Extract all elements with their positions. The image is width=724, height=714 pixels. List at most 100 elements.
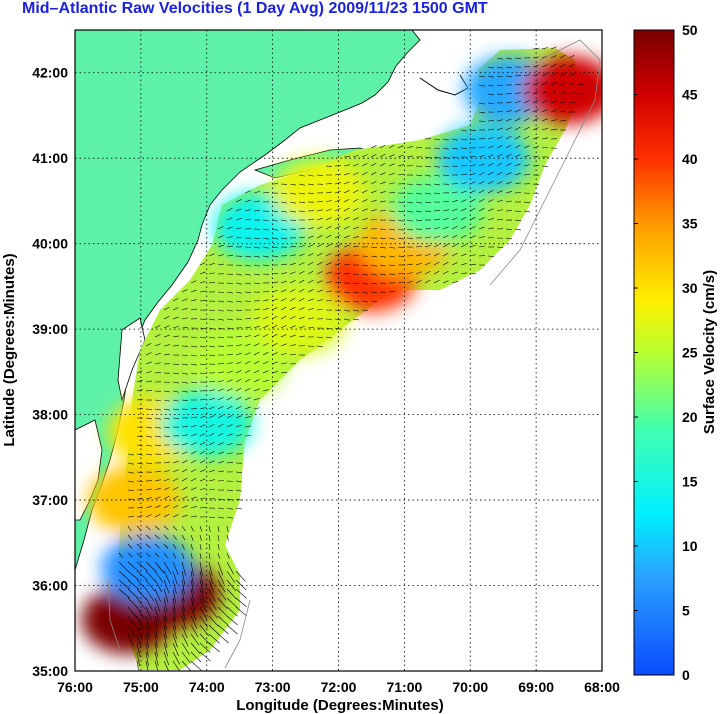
current-vector (199, 415, 206, 419)
current-vector (163, 344, 170, 347)
current-vector (334, 318, 341, 321)
current-vector (154, 417, 161, 420)
current-vector (550, 55, 557, 59)
current-vector (361, 180, 368, 185)
current-vector (235, 406, 242, 410)
current-vector (433, 192, 441, 194)
current-vector (199, 543, 202, 550)
y-tick-label: 35:00 (32, 663, 68, 679)
current-vector (550, 91, 557, 95)
current-vector (172, 399, 179, 402)
current-vector (181, 399, 188, 402)
current-vector (190, 381, 197, 384)
current-vector (127, 489, 134, 492)
current-vector (298, 228, 306, 230)
current-vector (514, 172, 521, 176)
current-vector (424, 156, 431, 158)
current-vector (532, 108, 539, 113)
current-vector (316, 289, 323, 293)
current-vector (244, 406, 251, 410)
current-vector (172, 579, 177, 594)
current-vector (433, 218, 440, 221)
current-vector (163, 470, 170, 473)
current-vector (334, 262, 341, 266)
current-vector (253, 191, 260, 194)
current-vector (244, 352, 251, 356)
current-vector (487, 137, 494, 140)
current-vector (181, 588, 185, 603)
current-vector (127, 561, 139, 572)
current-vector (523, 65, 530, 68)
current-vector (136, 651, 140, 666)
current-vector (532, 90, 539, 95)
current-vector (352, 245, 359, 248)
current-vector (190, 442, 197, 446)
current-vector (433, 270, 440, 275)
current-vector (370, 282, 377, 285)
current-vector (262, 316, 269, 320)
current-vector (334, 173, 341, 176)
current-vector (388, 172, 395, 176)
current-vector (280, 280, 287, 284)
current-vector (199, 363, 206, 366)
current-vector (226, 255, 234, 257)
current-vector (208, 534, 211, 541)
current-vector (343, 190, 350, 194)
current-vector (127, 552, 133, 558)
current-vector (487, 171, 494, 176)
current-vector (352, 226, 359, 230)
current-vector (460, 147, 468, 149)
current-vector (217, 371, 224, 374)
current-vector (181, 326, 188, 329)
current-vector (343, 309, 350, 312)
current-vector (154, 660, 159, 671)
current-vector (244, 199, 251, 203)
current-vector (478, 155, 485, 158)
current-vector (208, 642, 220, 653)
current-vector (523, 100, 530, 104)
current-vector (217, 254, 224, 257)
current-vector (289, 192, 296, 195)
current-vector (217, 606, 229, 618)
current-vector (442, 174, 449, 177)
current-vector (388, 163, 395, 167)
current-vector (226, 217, 233, 221)
current-vector (145, 606, 152, 621)
current-vector (514, 219, 521, 222)
current-vector (361, 291, 368, 294)
current-vector (451, 200, 458, 203)
current-vector (127, 525, 132, 532)
current-vector (217, 516, 224, 519)
current-vector (136, 570, 148, 581)
current-vector (370, 291, 377, 294)
current-vector (541, 99, 548, 104)
current-vector (226, 498, 233, 501)
velocity-patch (523, 55, 602, 124)
current-vector (145, 380, 152, 383)
current-vector (415, 219, 422, 222)
current-vector (343, 263, 350, 266)
current-vector (154, 343, 161, 347)
current-vector (181, 477, 188, 482)
current-vector (523, 74, 530, 77)
current-vector (190, 579, 194, 594)
current-vector (172, 460, 179, 464)
current-vector (379, 200, 386, 203)
current-vector (199, 606, 207, 620)
current-vector (352, 273, 360, 275)
current-vector (136, 453, 143, 456)
current-vector (469, 129, 476, 132)
current-vector (406, 183, 414, 185)
current-vector (505, 237, 512, 240)
current-vector (379, 228, 387, 230)
current-vector (433, 147, 440, 150)
current-vector (343, 172, 350, 176)
current-vector (370, 218, 377, 221)
current-vector (289, 325, 296, 329)
current-vector (298, 236, 305, 239)
current-vector (397, 237, 404, 240)
current-vector (172, 504, 179, 509)
current-vector (181, 597, 185, 612)
current-vector (136, 435, 143, 438)
current-vector (523, 164, 530, 167)
